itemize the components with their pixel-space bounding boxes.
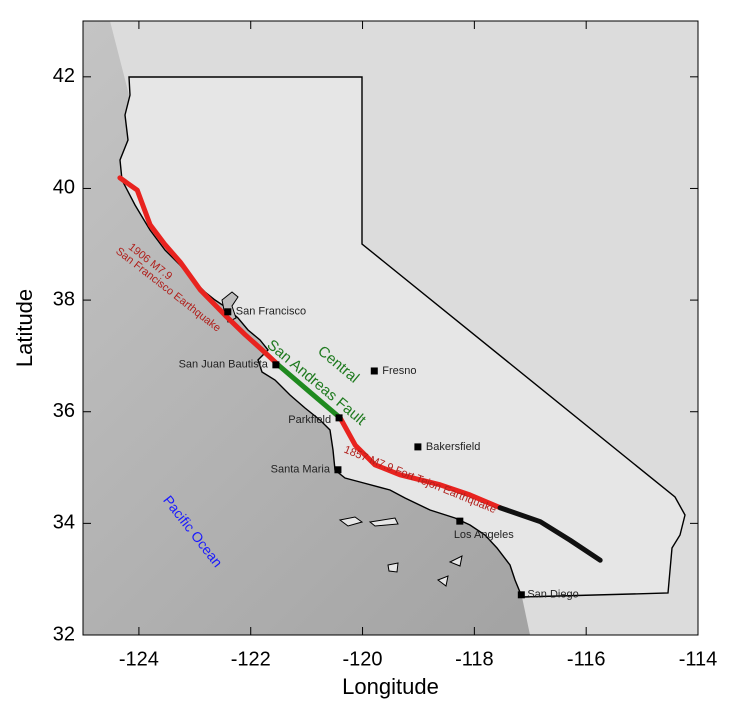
fault-trace — [497, 505, 603, 563]
y-axis-label: Latitude — [12, 289, 37, 367]
city-marker — [224, 308, 232, 316]
map-background — [83, 21, 698, 635]
city-label: Fresno — [382, 365, 416, 377]
fault-trace — [275, 362, 343, 421]
city-marker — [370, 367, 378, 375]
y-tick-label: 34 — [53, 512, 75, 534]
city-label: San Francisco — [236, 306, 306, 318]
city-label: Bakersfield — [426, 441, 480, 453]
x-tick-label: -122 — [231, 648, 271, 670]
island — [368, 517, 399, 527]
fault-trace — [337, 415, 503, 511]
city-label: San Juan Bautista — [179, 359, 269, 371]
y-tick-label: 36 — [53, 400, 75, 422]
city-marker — [272, 361, 280, 369]
x-tick-label: -116 — [567, 648, 606, 670]
y-tick-label: 32 — [53, 623, 75, 645]
x-axis-label: Longitude — [342, 674, 439, 699]
city-label: Los Angeles — [454, 529, 514, 541]
island — [387, 562, 399, 573]
california-outline — [119, 76, 686, 598]
city-label: Santa Maria — [271, 464, 331, 476]
plot-frame — [82, 20, 699, 636]
city-marker — [456, 517, 464, 525]
city-label: San Diego — [527, 589, 578, 601]
x-tick-label: -124 — [119, 648, 159, 670]
island — [338, 516, 364, 527]
y-tick-label: 38 — [53, 288, 75, 310]
city-marker — [517, 591, 525, 599]
x-tick-label: -120 — [343, 648, 383, 670]
y-tick-label: 40 — [53, 177, 75, 199]
x-tick-label: -118 — [455, 648, 494, 670]
city-marker — [335, 414, 343, 422]
island — [436, 575, 449, 587]
x-tick-label: -114 — [679, 648, 718, 670]
island — [448, 555, 463, 567]
fault-trace — [117, 175, 281, 368]
city-marker — [414, 443, 422, 451]
y-tick-label: 42 — [53, 65, 75, 87]
city-label: Parkfield — [288, 414, 331, 426]
city-marker — [334, 466, 342, 474]
